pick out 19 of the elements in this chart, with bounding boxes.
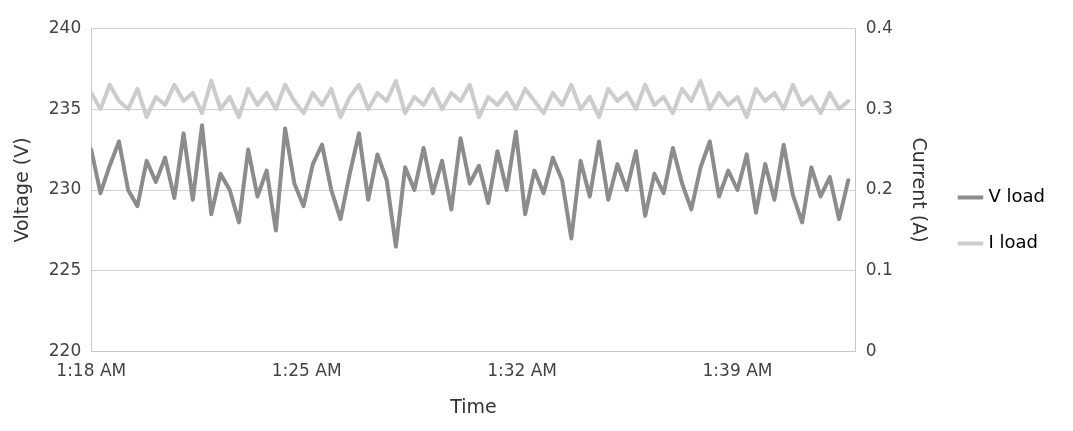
legend-label: V load xyxy=(988,185,1046,207)
x-tick-label: 1:32 AM xyxy=(487,360,558,381)
x-tick-label: 1:39 AM xyxy=(702,360,773,381)
y-tick-label: 240 xyxy=(48,16,82,37)
y-tick-label: 220 xyxy=(48,340,82,361)
x-tick-label: 1:25 AM xyxy=(271,360,342,381)
y-tick-label: 225 xyxy=(48,259,82,280)
legend-label: I load xyxy=(988,231,1038,253)
y2-axis-title: Current (A) xyxy=(909,137,932,243)
y-axis-title: Voltage (V) xyxy=(10,137,33,243)
y2-tick-label: 0.3 xyxy=(865,97,893,118)
x-axis-title: Time xyxy=(449,394,497,417)
y2-tick-label: 0.4 xyxy=(865,16,893,37)
y-tick-label: 235 xyxy=(48,97,82,118)
y2-tick-label: 0.1 xyxy=(865,259,893,280)
x-tick-label: 1:18 AM xyxy=(56,360,127,381)
y2-tick-label: 0.2 xyxy=(865,178,893,199)
y2-tick-label: 0 xyxy=(865,340,877,361)
y-tick-label: 230 xyxy=(48,178,82,199)
